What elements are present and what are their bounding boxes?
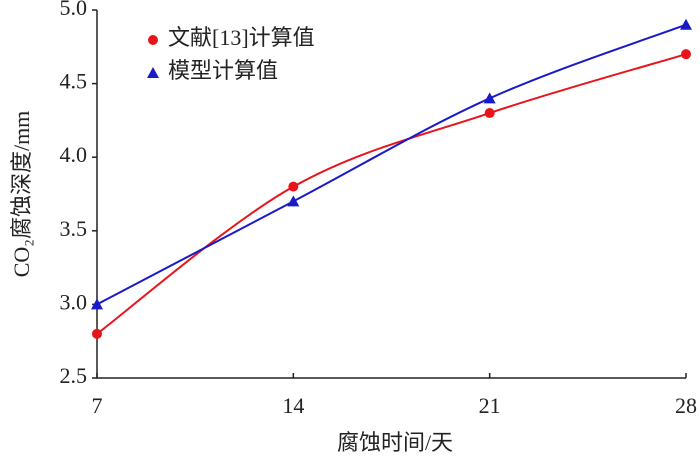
x-axis-label: 腐蚀时间/天 (337, 430, 453, 455)
marker (483, 92, 496, 104)
x-tick-label: 21 (479, 393, 501, 418)
x-tick-label: 28 (675, 393, 697, 418)
marker (484, 108, 495, 119)
y-tick-label: 3.0 (60, 289, 88, 314)
series-line (96, 53, 687, 335)
marker (91, 298, 103, 310)
y-tick-label: 4.0 (60, 142, 88, 167)
marker (92, 328, 102, 339)
y-tick-label: 2.5 (60, 363, 88, 388)
legend-label: 文献[13]计算值 (168, 25, 315, 50)
y-axis-label: CO₂腐蚀深度/mm (9, 111, 34, 278)
x-tick-label: 7 (92, 393, 103, 418)
x-tick-label: 14 (282, 393, 304, 418)
legend-label: 模型计算值 (168, 58, 278, 83)
y-tick-label: 4.5 (60, 69, 88, 94)
legend-marker (148, 35, 158, 45)
marker (287, 195, 300, 207)
marker (288, 181, 299, 192)
marker (681, 49, 691, 60)
marker (680, 18, 692, 30)
series-line (96, 23, 687, 306)
y-tick-label: 5.0 (60, 0, 88, 20)
y-tick-label: 3.5 (60, 216, 88, 241)
legend-marker (147, 67, 159, 78)
